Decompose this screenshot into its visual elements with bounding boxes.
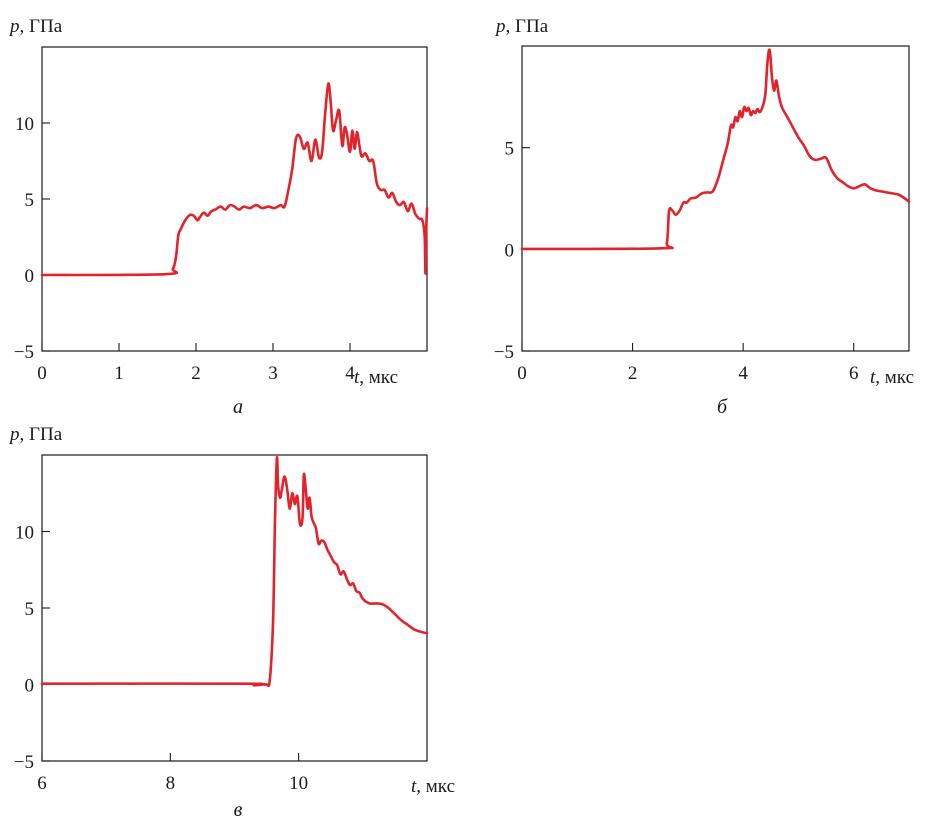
- plot-frame: [521, 45, 910, 352]
- y-tick-label: 0: [25, 676, 35, 697]
- ticks-group: 6 8 10 −5 0 5 10: [14, 523, 308, 795]
- x-axis-unit: , мкс: [875, 367, 914, 388]
- y-axis-var: p: [494, 16, 506, 37]
- x-axis-var: t: [411, 776, 417, 797]
- pressure-curve: [40, 82, 429, 277]
- x-axis-var: t: [870, 367, 876, 388]
- x-tick-label: 3: [268, 363, 278, 384]
- x-tick-label: 2: [191, 363, 201, 384]
- y-axis-unit: , ГПа: [20, 424, 63, 445]
- y-axis-label: p, ГПа: [8, 16, 63, 37]
- y-axis-label: p, ГПа: [494, 16, 549, 37]
- x-tick-label: 2: [628, 363, 638, 384]
- y-tick-label: 0: [505, 240, 515, 261]
- x-axis-label: t, мкс: [354, 367, 398, 388]
- y-axis-var: p: [8, 16, 20, 37]
- y-tick-label: 10: [15, 523, 34, 544]
- x-tick-label: 0: [517, 363, 527, 384]
- y-tick-label: 10: [15, 114, 34, 135]
- x-axis-unit: , мкс: [416, 776, 455, 797]
- y-tick-label: 0: [25, 266, 35, 287]
- ticks-group: 0 2 4 6−505: [494, 139, 859, 384]
- y-axis-unit: , ГПа: [506, 16, 549, 37]
- pressure-curve: [520, 48, 911, 251]
- pressure-curve: [40, 455, 429, 688]
- panel-label-b: б: [717, 396, 728, 418]
- x-tick-label: 1: [114, 363, 124, 384]
- x-tick-label: 10: [289, 773, 308, 794]
- x-tick-label: 8: [166, 773, 176, 794]
- x-tick-label: 4: [345, 363, 355, 384]
- plot-frame: [41, 454, 428, 762]
- x-tick-label: 0: [37, 363, 47, 384]
- panel-label-c: в: [234, 799, 243, 820]
- chart-panel-c: p, ГПа 6 8 10 −5 0 5 10 t, мкс в: [8, 424, 455, 820]
- y-tick-label: −5: [14, 342, 34, 363]
- x-tick-label: 6: [849, 363, 859, 384]
- x-tick-label: 4: [738, 363, 748, 384]
- y-axis-var: p: [8, 424, 20, 445]
- x-axis-var: t: [354, 367, 360, 388]
- chart-panel-b: p, ГПа 0 2 4 6−505 t, мкс б: [494, 16, 914, 418]
- x-axis-label: t, мкс: [870, 367, 914, 388]
- panel-label-a: а: [233, 396, 243, 418]
- y-axis-unit: , ГПа: [20, 16, 63, 37]
- x-axis-label: t, мкс: [411, 776, 455, 797]
- x-axis-unit: , мкс: [359, 367, 398, 388]
- x-tick-label: 6: [37, 773, 47, 794]
- plot-frame: [41, 46, 428, 352]
- y-tick-label: −5: [494, 342, 514, 363]
- y-tick-label: −5: [14, 752, 34, 773]
- y-tick-label: 5: [505, 139, 515, 160]
- y-axis-label: p, ГПа: [8, 424, 63, 445]
- y-tick-label: 5: [25, 190, 35, 211]
- y-tick-label: 5: [25, 599, 35, 620]
